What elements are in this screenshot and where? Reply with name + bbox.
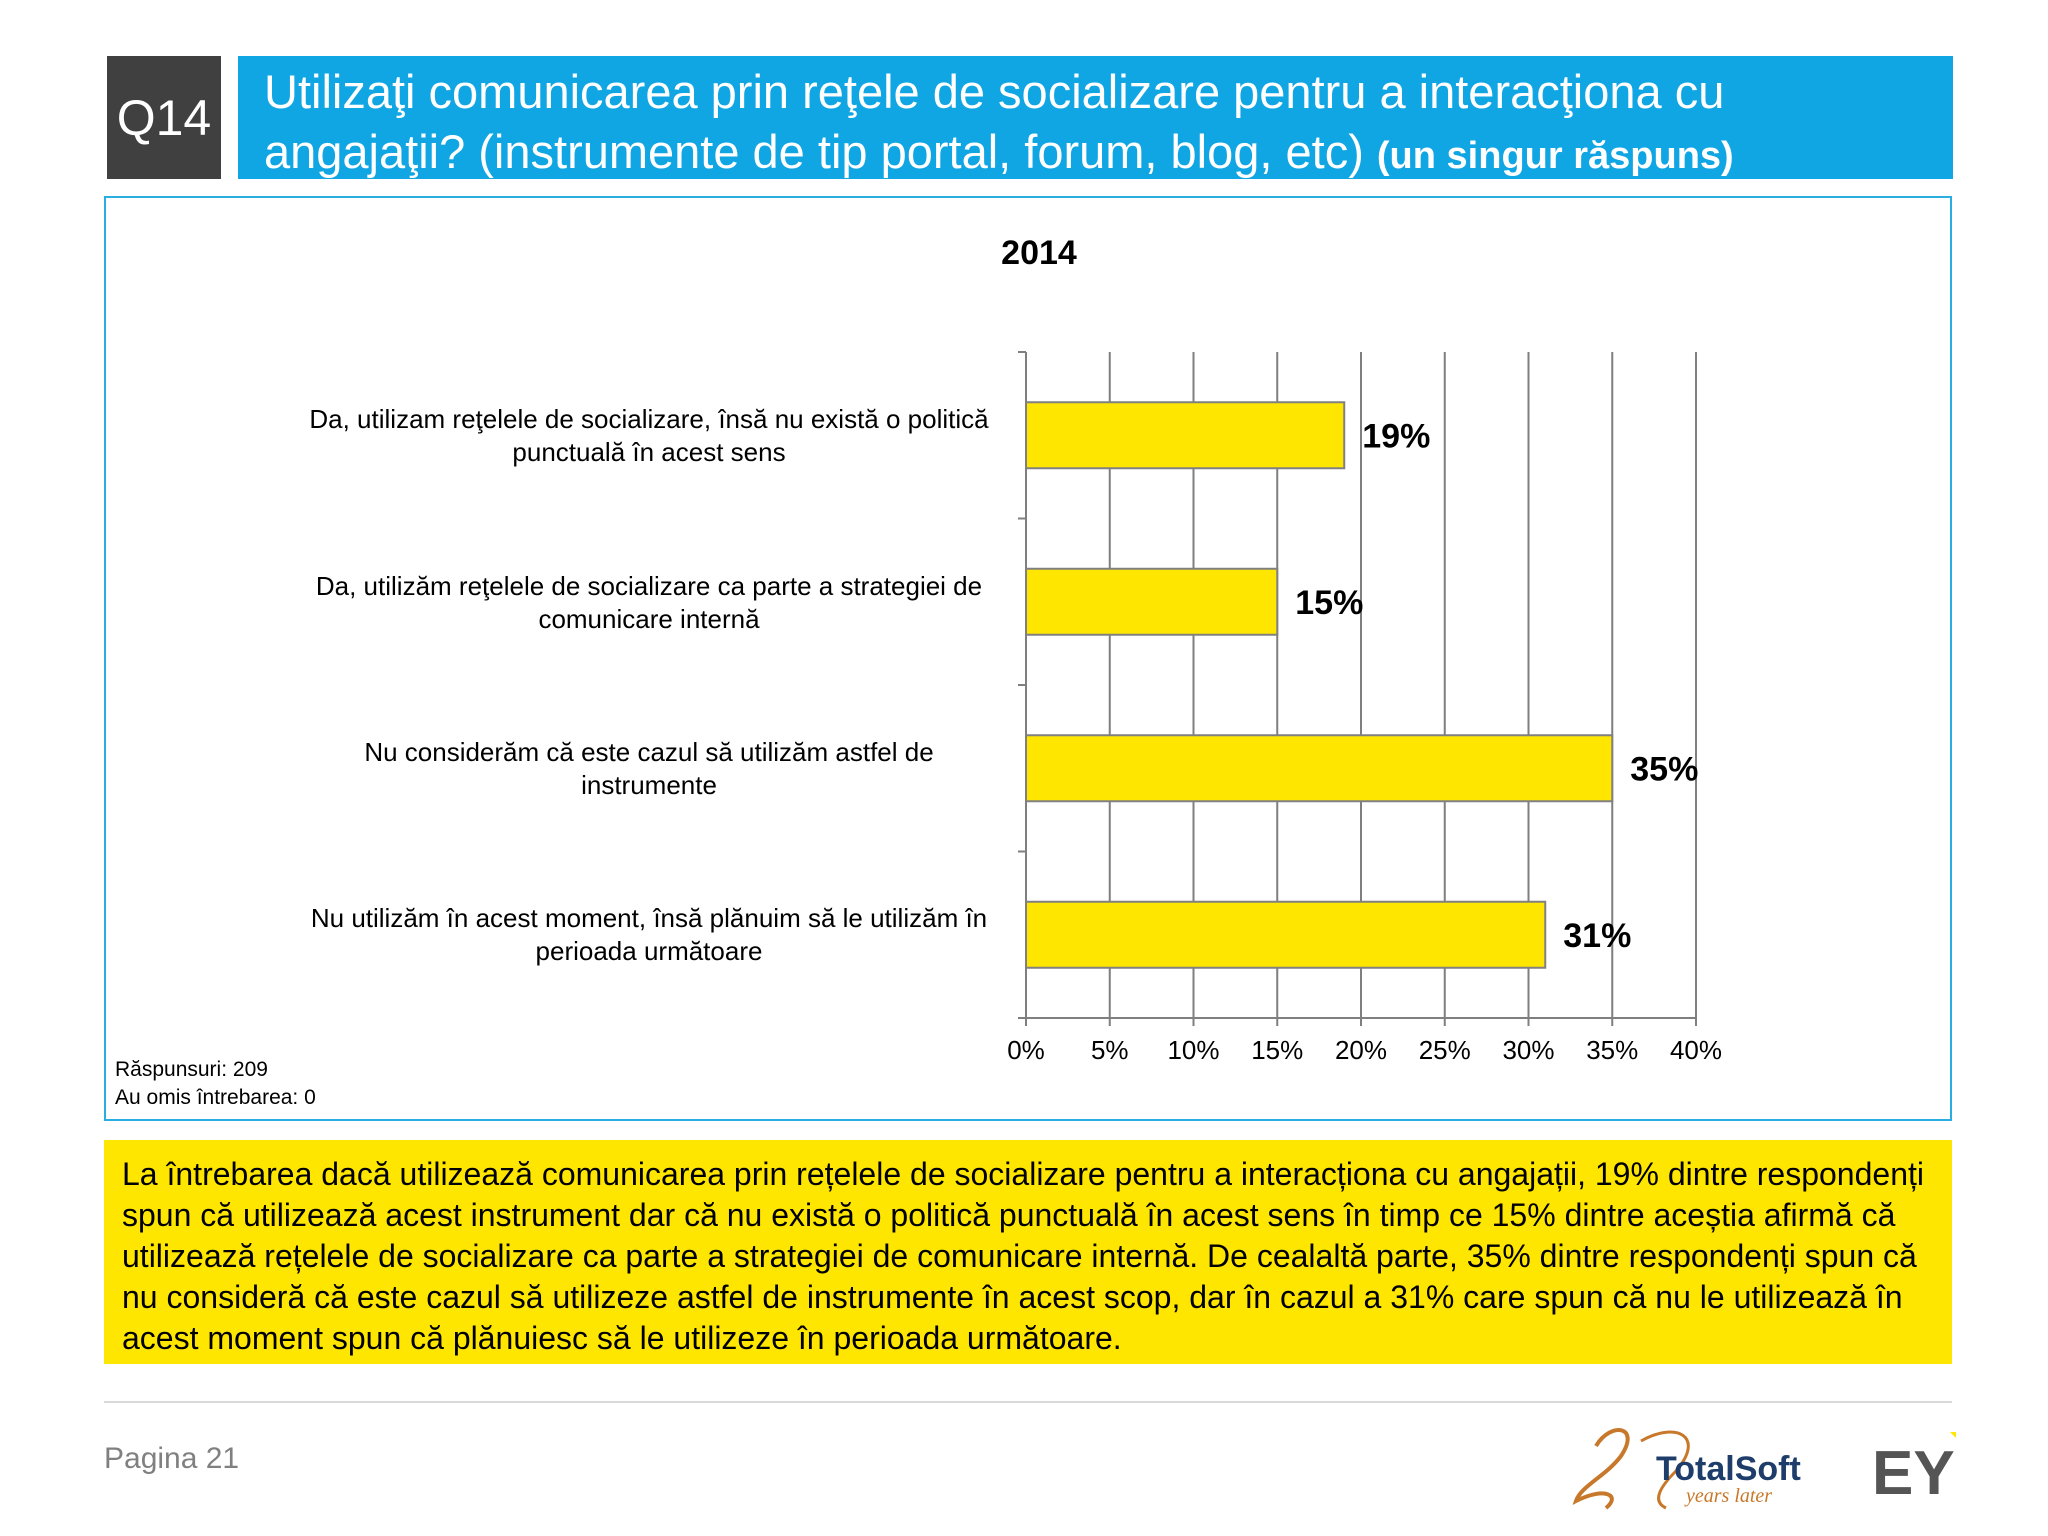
footer-divider [104, 1401, 1952, 1403]
x-tick-label: 15% [1251, 1035, 1303, 1065]
question-note: (un singur răspuns) [1376, 135, 1734, 177]
bar [1025, 734, 1614, 803]
question-id-badge: Q14 [107, 56, 221, 179]
x-tick-label: 20% [1335, 1035, 1387, 1065]
x-tick-label: 35% [1586, 1035, 1638, 1065]
data-label: 35% [1630, 750, 1698, 788]
category-label-2: Da, utilizăm reţelele de socializare ca … [315, 571, 983, 634]
page-number: Pagina 21 [104, 1442, 240, 1475]
skipped-count: Au omis întrebarea: 0 [115, 1086, 316, 1109]
x-tick-label: 30% [1502, 1035, 1554, 1065]
chart-title: 2014 [1001, 234, 1077, 272]
data-label: 31% [1563, 917, 1631, 955]
category-label-4: Nu utilizăm în acest moment, însă plănui… [310, 903, 988, 966]
x-tick-label: 10% [1167, 1035, 1219, 1065]
bar [1025, 567, 1279, 636]
summary-text: La întrebarea dacă utilizează comunicare… [104, 1140, 1952, 1364]
data-label: 15% [1295, 584, 1363, 622]
data-label: 19% [1362, 417, 1430, 455]
category-label-3: Nu considerăm că este cazul să utilizăm … [364, 737, 934, 800]
x-tick-label: 25% [1419, 1035, 1471, 1065]
ey-logo: EY [1872, 1432, 1956, 1502]
category-label-1: Da, utilizam reţelele de socializare, în… [309, 404, 989, 467]
svg-text:EY: EY [1872, 1439, 1955, 1502]
responses-count: Răspunsuri: 209 [115, 1058, 268, 1081]
svg-text:years later: years later [1684, 1485, 1772, 1507]
totalsoft-logo: TotalSoft years later [1572, 1428, 1801, 1510]
svg-text:TotalSoft: TotalSoft [1656, 1450, 1801, 1488]
bar [1025, 401, 1346, 470]
x-tick-label: 5% [1091, 1035, 1129, 1065]
bar [1025, 900, 1547, 969]
x-tick-label: 0% [1007, 1035, 1045, 1065]
question-title-bar: Utilizaţi comunicarea prin reţele de soc… [238, 56, 1953, 179]
question-title: Utilizaţi comunicarea prin reţele de soc… [264, 65, 1725, 178]
x-tick-label: 40% [1670, 1035, 1722, 1065]
